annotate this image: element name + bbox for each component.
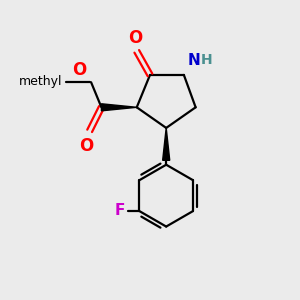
Text: O: O bbox=[128, 29, 142, 47]
Text: methyl: methyl bbox=[19, 75, 62, 88]
Polygon shape bbox=[101, 104, 137, 111]
Text: N: N bbox=[188, 53, 200, 68]
Text: H: H bbox=[201, 53, 213, 67]
Text: O: O bbox=[80, 137, 94, 155]
Text: F: F bbox=[114, 203, 125, 218]
Polygon shape bbox=[163, 128, 170, 160]
Text: O: O bbox=[72, 61, 87, 79]
